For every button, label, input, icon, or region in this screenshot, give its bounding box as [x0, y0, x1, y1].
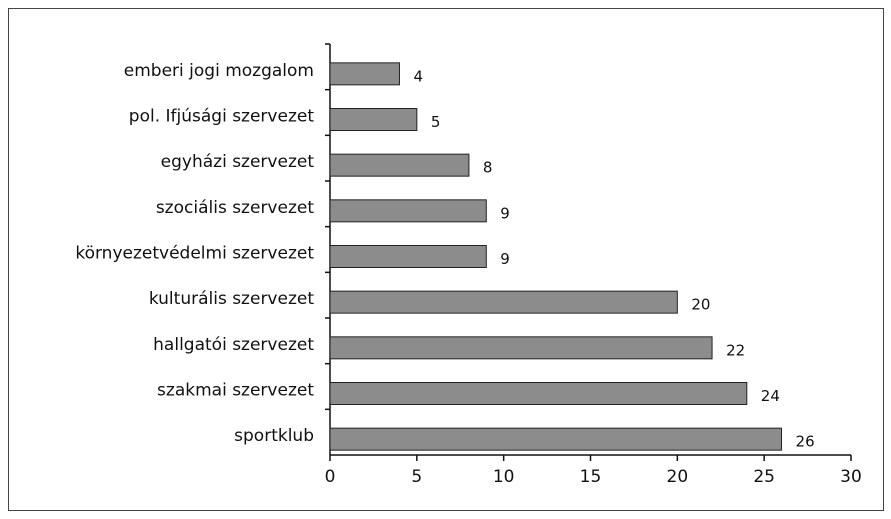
x-tick-label: 25 — [753, 467, 775, 487]
y-tick-label: egyházi szervezet — [161, 152, 315, 172]
x-tick-label: 20 — [667, 467, 689, 487]
bar — [329, 290, 678, 314]
x-tick-label: 10 — [493, 467, 515, 487]
y-tick-label: emberi jogi mozgalom — [124, 61, 314, 81]
x-tick-label: 0 — [325, 467, 336, 487]
x-tick-label: 15 — [580, 467, 602, 487]
bar — [329, 382, 748, 405]
y-tick-label: kulturális szervezet — [149, 289, 315, 309]
data-label: 20 — [691, 296, 710, 314]
data-label: 24 — [761, 387, 780, 405]
bar — [329, 336, 713, 360]
data-label: 9 — [500, 250, 510, 268]
data-label: 8 — [483, 159, 493, 177]
bar — [329, 245, 487, 268]
x-tick-label: 5 — [411, 467, 422, 487]
y-tick-label: sportklub — [234, 426, 314, 446]
y-tick-label: környezetvédelmi szervezet — [75, 244, 314, 264]
y-tick-label: szakmai szervezet — [157, 381, 314, 401]
x-tick-label: 30 — [840, 467, 862, 487]
y-tick-label: hallgatói szervezet — [153, 335, 314, 355]
data-label: 9 — [500, 204, 510, 222]
bar — [329, 153, 470, 177]
y-tick-label: pol. Ifjúsági szervezet — [129, 107, 315, 127]
bar — [329, 108, 418, 131]
data-label: 26 — [796, 433, 815, 451]
data-label: 22 — [726, 341, 745, 359]
data-label: 4 — [413, 67, 423, 85]
bar — [329, 199, 487, 223]
y-tick-label: szociális szervezet — [156, 198, 315, 218]
data-label: 5 — [431, 113, 441, 131]
bar — [329, 427, 783, 451]
bar — [329, 62, 400, 86]
